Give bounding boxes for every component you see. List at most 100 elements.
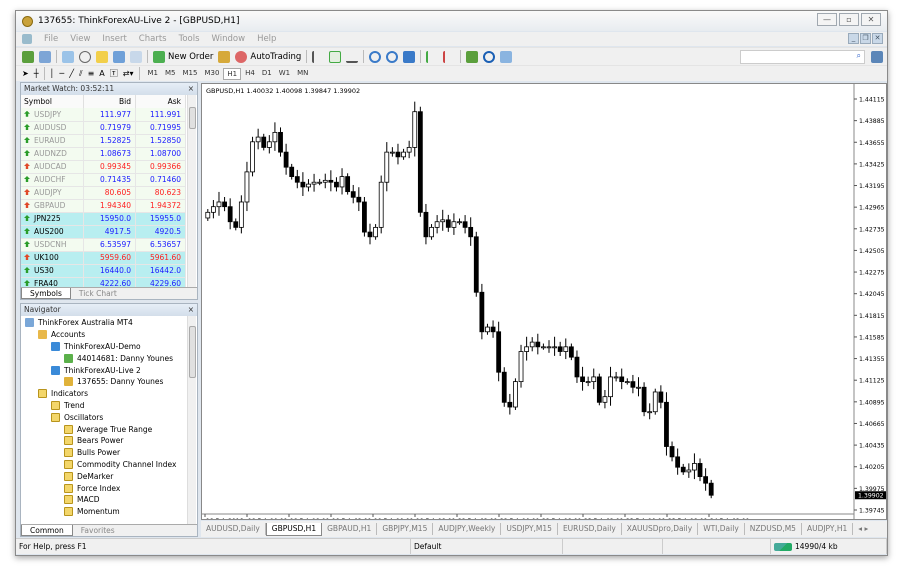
menu-insert[interactable]: Insert (102, 34, 127, 44)
chart-tab[interactable]: AUDJPY,H1 (802, 523, 854, 535)
navigator-item[interactable]: Indicators (21, 388, 197, 400)
zoom-in-icon[interactable] (369, 50, 382, 63)
navigator-item[interactable]: Bears Power (21, 435, 197, 447)
navigator-item[interactable]: Accounts (21, 329, 197, 341)
menu-window[interactable]: Window (211, 34, 246, 44)
timeframe-d1[interactable]: D1 (261, 68, 272, 77)
text-tool-icon[interactable]: A (99, 69, 105, 78)
navigator-item[interactable]: ThinkForexAU-Live 2 (21, 364, 197, 376)
cursor-icon[interactable]: ➤ (22, 69, 29, 78)
market-watch-row[interactable]: US30 16440.0 16442.0 (21, 264, 186, 278)
text-label-icon[interactable]: 🅃 (109, 69, 118, 78)
market-watch-row[interactable]: AUDJPY 80.605 80.623 (21, 186, 186, 200)
autotrading-button[interactable]: AutoTrading (235, 50, 301, 63)
timeframe-h1[interactable]: H1 (223, 67, 242, 80)
navigator-item[interactable]: DeMarker (21, 470, 197, 482)
trendline-icon[interactable]: ╱ (69, 69, 75, 78)
candlestick-chart-icon[interactable] (329, 50, 342, 63)
chart-tab[interactable]: AUDJPY,Weekly (433, 523, 502, 535)
market-watch-row[interactable]: EURAUD 1.52825 1.52850 (21, 134, 186, 148)
navigator-item[interactable]: Trend (21, 400, 197, 412)
col-bid[interactable]: Bid (83, 95, 136, 108)
timeframe-m1[interactable]: M1 (147, 68, 159, 77)
metaeditor-icon[interactable] (218, 50, 231, 63)
menu-view[interactable]: View (70, 34, 91, 44)
timeframe-h4[interactable]: H4 (245, 68, 255, 77)
navigator-item[interactable]: ThinkForexAU-Demo (21, 341, 197, 353)
navigator-icon[interactable] (96, 50, 108, 63)
chart-tab[interactable]: GBPUSD,H1 (265, 522, 323, 536)
navigator-item[interactable]: Bulls Power (21, 447, 197, 459)
market-watch-icon[interactable] (62, 50, 74, 63)
line-chart-icon[interactable] (346, 51, 359, 63)
market-watch-row[interactable]: AUDCHF 0.71435 0.71460 (21, 173, 186, 187)
navigator-item[interactable]: MACD (21, 494, 197, 506)
tab-favorites[interactable]: Favorites (80, 526, 115, 535)
col-symbol[interactable]: Symbol (21, 95, 84, 108)
navigator-item[interactable]: Commodity Channel Index (21, 459, 197, 471)
menu-help[interactable]: Help (257, 34, 277, 44)
col-ask[interactable]: Ask (135, 95, 186, 108)
zoom-out-icon[interactable] (386, 50, 399, 63)
navigator-item[interactable]: 44014681: Danny Younes (21, 352, 197, 364)
menu-charts[interactable]: Charts (138, 34, 167, 44)
navigator-item[interactable]: ThinkForex Australia MT4 (21, 317, 197, 329)
periods-icon[interactable] (483, 50, 496, 63)
menu-file[interactable]: File (44, 34, 59, 44)
arrows-icon[interactable]: ⇄▾ (122, 69, 134, 78)
templates-icon[interactable] (500, 50, 513, 63)
chart-shift-icon[interactable] (443, 50, 455, 63)
market-watch-row[interactable]: AUDUSD 0.71979 0.71995 (21, 121, 186, 135)
horizontal-line-icon[interactable]: ─ (59, 69, 65, 78)
chart-tab[interactable]: XAUUSDpro,Daily (622, 523, 699, 535)
data-window-icon[interactable] (79, 50, 91, 63)
chart-tab[interactable]: NZDUSD,M5 (745, 523, 802, 535)
timeframe-m30[interactable]: M30 (204, 68, 220, 77)
market-watch-row[interactable]: AUDNZD 1.08673 1.08700 (21, 147, 186, 161)
fibonacci-icon[interactable]: ≡ (87, 69, 95, 78)
market-watch-row[interactable]: USDJPY 111.977 111.991 (21, 108, 186, 122)
search-icon[interactable]: ⌕ (856, 51, 861, 60)
profiles-icon[interactable] (39, 50, 51, 63)
crosshair-icon[interactable]: ┼ (33, 69, 39, 78)
navigator-item[interactable]: Oscillators (21, 411, 197, 423)
mdi-close-button[interactable]: ✕ (872, 33, 883, 44)
market-watch-row[interactable]: AUDCAD 0.99345 0.99366 (21, 160, 186, 174)
navigator-item[interactable]: Momentum (21, 506, 197, 518)
market-watch-row[interactable]: UK100 5959.60 5961.60 (21, 251, 186, 265)
indicators-icon[interactable] (466, 50, 479, 63)
market-watch-row[interactable]: GBPAUD 1.94340 1.94372 (21, 199, 186, 213)
chart-tab[interactable]: EURUSD,Daily (558, 523, 622, 535)
terminal-icon[interactable] (113, 50, 125, 63)
maximize-button[interactable]: ▫ (839, 13, 859, 26)
vertical-line-icon[interactable]: │ (49, 69, 55, 78)
tab-tick-chart[interactable]: Tick Chart (78, 289, 117, 298)
strategy-tester-icon[interactable] (130, 50, 142, 63)
community-icon[interactable] (871, 51, 883, 63)
navigator-item[interactable]: Average True Range (21, 423, 197, 435)
close-button[interactable]: ✕ (861, 13, 881, 26)
minimize-button[interactable]: — (817, 13, 837, 26)
navigator-item[interactable]: 137655: Danny Younes (21, 376, 197, 388)
candlestick-chart[interactable]: 1.44115 1.43885 1.43655 1.43425 1.43195 1.429… (202, 84, 886, 519)
tab-common[interactable]: Common (21, 525, 73, 536)
auto-scroll-icon[interactable] (426, 50, 438, 63)
menu-tools[interactable]: Tools (178, 34, 200, 44)
timeframe-m15[interactable]: M15 (182, 68, 198, 77)
chart-tab[interactable]: USDJPY,M15 (501, 523, 558, 535)
navigator-item[interactable]: Force Index (21, 482, 197, 494)
market-watch-row[interactable]: AUS200 4917.5 4920.5 (21, 225, 186, 239)
chart-window[interactable]: 1.44115 1.43885 1.43655 1.43425 1.43195 1.429… (201, 83, 887, 520)
bar-chart-icon[interactable] (312, 50, 324, 63)
chart-tab[interactable]: GBPJPY,M15 (377, 523, 434, 535)
navigator-close-button[interactable]: × (187, 305, 194, 314)
chart-tab[interactable]: WTI,Daily (698, 523, 745, 535)
chart-tab[interactable]: AUDUSD,Daily (201, 523, 266, 535)
mdi-restore-button[interactable]: ❐ (860, 33, 871, 44)
tab-symbols[interactable]: Symbols (21, 288, 71, 299)
chart-tab[interactable]: GBPAUD,H1 (322, 523, 378, 535)
connection-status-icon[interactable] (774, 542, 792, 551)
market-watch-close-button[interactable]: × (187, 84, 194, 93)
timeframe-m5[interactable]: M5 (165, 68, 176, 77)
tab-scroll-arrows-icon[interactable]: ◂ ▸ (858, 524, 869, 533)
